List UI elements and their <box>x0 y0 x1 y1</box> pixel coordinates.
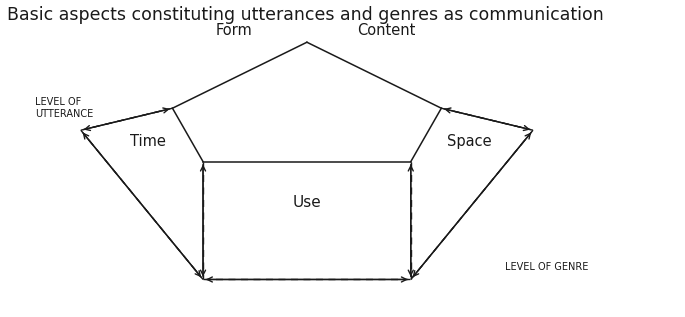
Text: Time: Time <box>131 134 166 149</box>
Text: Use: Use <box>292 195 321 210</box>
Text: Content: Content <box>357 23 416 37</box>
Text: Basic aspects constituting utterances and genres as communication: Basic aspects constituting utterances an… <box>8 6 604 24</box>
Text: Space: Space <box>447 134 492 149</box>
Text: Form: Form <box>215 23 252 37</box>
Text: LEVEL OF GENRE: LEVEL OF GENRE <box>505 262 588 272</box>
Text: LEVEL OF
UTTERANCE: LEVEL OF UTTERANCE <box>35 97 93 119</box>
